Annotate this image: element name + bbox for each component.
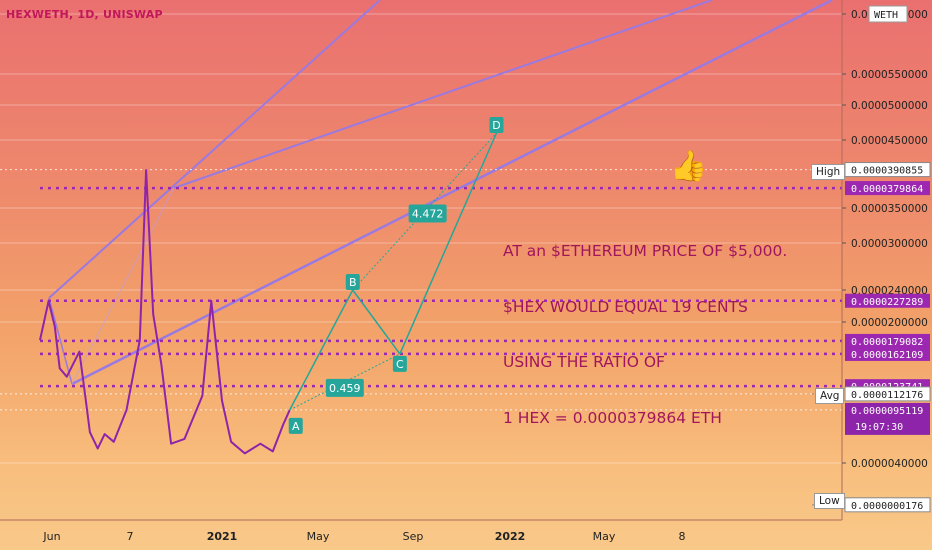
pattern-leg-bc bbox=[352, 289, 401, 355]
price-tags: 0.0000390855 0.0000379864 0.0000227289 0.00… bbox=[812, 5, 931, 513]
point-marker bbox=[345, 274, 360, 290]
abcd-pattern[interactable]: A B C D 0.459 4.472 bbox=[288, 117, 504, 434]
x-tick-label: Sep bbox=[403, 530, 424, 543]
annotation-line: $HEX WOULD EQUAL 19 CENTS bbox=[503, 297, 748, 316]
price-tag-label: 0.0000227289 bbox=[851, 297, 923, 308]
point-marker bbox=[489, 117, 504, 133]
pattern-diag-bd bbox=[352, 132, 497, 291]
thumbs-up-icon: 👍 bbox=[670, 149, 708, 184]
price-tag-label: 0.0000095119 bbox=[851, 406, 923, 417]
y-tick-label: 0.0000040000 bbox=[851, 458, 928, 470]
y-tick-label: 0.0000450000 bbox=[851, 135, 928, 147]
channel-line-connector bbox=[48, 297, 73, 385]
currency-box bbox=[868, 5, 908, 23]
price-tag-label: 0.0000390855 bbox=[851, 166, 923, 177]
y-tick-label: 0.0000550000 bbox=[851, 69, 928, 81]
x-tick-label: 7 bbox=[127, 530, 134, 543]
ratio-box bbox=[325, 378, 364, 397]
price-tag-label: 0.0000379864 bbox=[851, 184, 923, 195]
annotation-line: 1 HEX = 0.0000379864 ETH bbox=[503, 408, 722, 427]
price-tag-box bbox=[845, 333, 930, 348]
y-tick-label: 0.0000300000 bbox=[851, 238, 928, 250]
x-tick-label: 8 bbox=[679, 530, 686, 543]
high-label: High bbox=[811, 164, 846, 180]
y-tick-label: 0.0000500000 bbox=[851, 100, 928, 112]
point-marker bbox=[392, 355, 407, 372]
y-tick-label: 0.0000200000 bbox=[851, 317, 928, 329]
x-axis: Jun 7 2021 May Sep 2022 May 8 bbox=[0, 519, 842, 543]
chart-annotation: AT an $ETHEREUM PRICE OF $5,000. $HEX WO… bbox=[503, 205, 787, 464]
ratio-label: 0.459 bbox=[329, 382, 361, 395]
annotation-line: USING THE RATIO OF bbox=[503, 353, 665, 371]
price-tag-label: 0.0000179082 bbox=[851, 337, 923, 348]
price-tag-box bbox=[845, 402, 930, 435]
y-axis: 0.00006000000.00005500000.00005000000.00… bbox=[841, 0, 928, 520]
price-line bbox=[39, 169, 291, 455]
point-label: A bbox=[292, 420, 300, 433]
countdown-label: 19:07:30 bbox=[855, 422, 903, 433]
y-tick-label: 0.0000350000 bbox=[851, 203, 928, 215]
price-tag-box bbox=[844, 386, 931, 402]
x-tick-label: 2021 bbox=[207, 530, 238, 543]
price-tag-label: 0.0000162109 bbox=[851, 350, 923, 361]
point-label: D bbox=[492, 119, 500, 132]
annotation-line: AT an $ETHEREUM PRICE OF $5,000. bbox=[503, 242, 788, 260]
point-label: C bbox=[396, 358, 404, 371]
x-tick-label: 2022 bbox=[495, 530, 526, 543]
x-tick-label: May bbox=[307, 530, 330, 543]
channel-line-lower bbox=[71, 0, 833, 386]
horizontal-levels[interactable] bbox=[0, 169, 842, 411]
symbol-title: HEXWETH, 1D, UNISWAP bbox=[6, 8, 163, 21]
x-tick-label: May bbox=[593, 530, 616, 543]
ratio-box bbox=[408, 204, 447, 223]
x-tick-label: Jun bbox=[42, 530, 60, 543]
price-tag-box bbox=[845, 293, 930, 308]
pattern-leg-cd bbox=[399, 132, 498, 355]
price-series bbox=[39, 169, 291, 455]
trend-channel[interactable] bbox=[48, 0, 833, 386]
avg-label: Avg bbox=[815, 388, 845, 404]
point-marker bbox=[288, 417, 303, 434]
price-tag-box bbox=[845, 181, 930, 196]
channel-line-upper bbox=[48, 0, 381, 299]
point-label: B bbox=[349, 276, 357, 289]
price-tag-label: 0.0000000176 bbox=[851, 501, 923, 512]
low-label: Low bbox=[814, 493, 845, 509]
ratio-label: 4.472 bbox=[412, 208, 444, 221]
currency-label: WETH bbox=[874, 10, 898, 21]
price-tag-label: 0.0000112176 bbox=[851, 390, 923, 401]
pattern-leg-ab bbox=[289, 289, 354, 411]
price-tag-box bbox=[845, 346, 930, 361]
channel-line-mid bbox=[173, 0, 713, 189]
channel-line-connector bbox=[71, 187, 175, 385]
price-tag-box bbox=[844, 497, 931, 513]
